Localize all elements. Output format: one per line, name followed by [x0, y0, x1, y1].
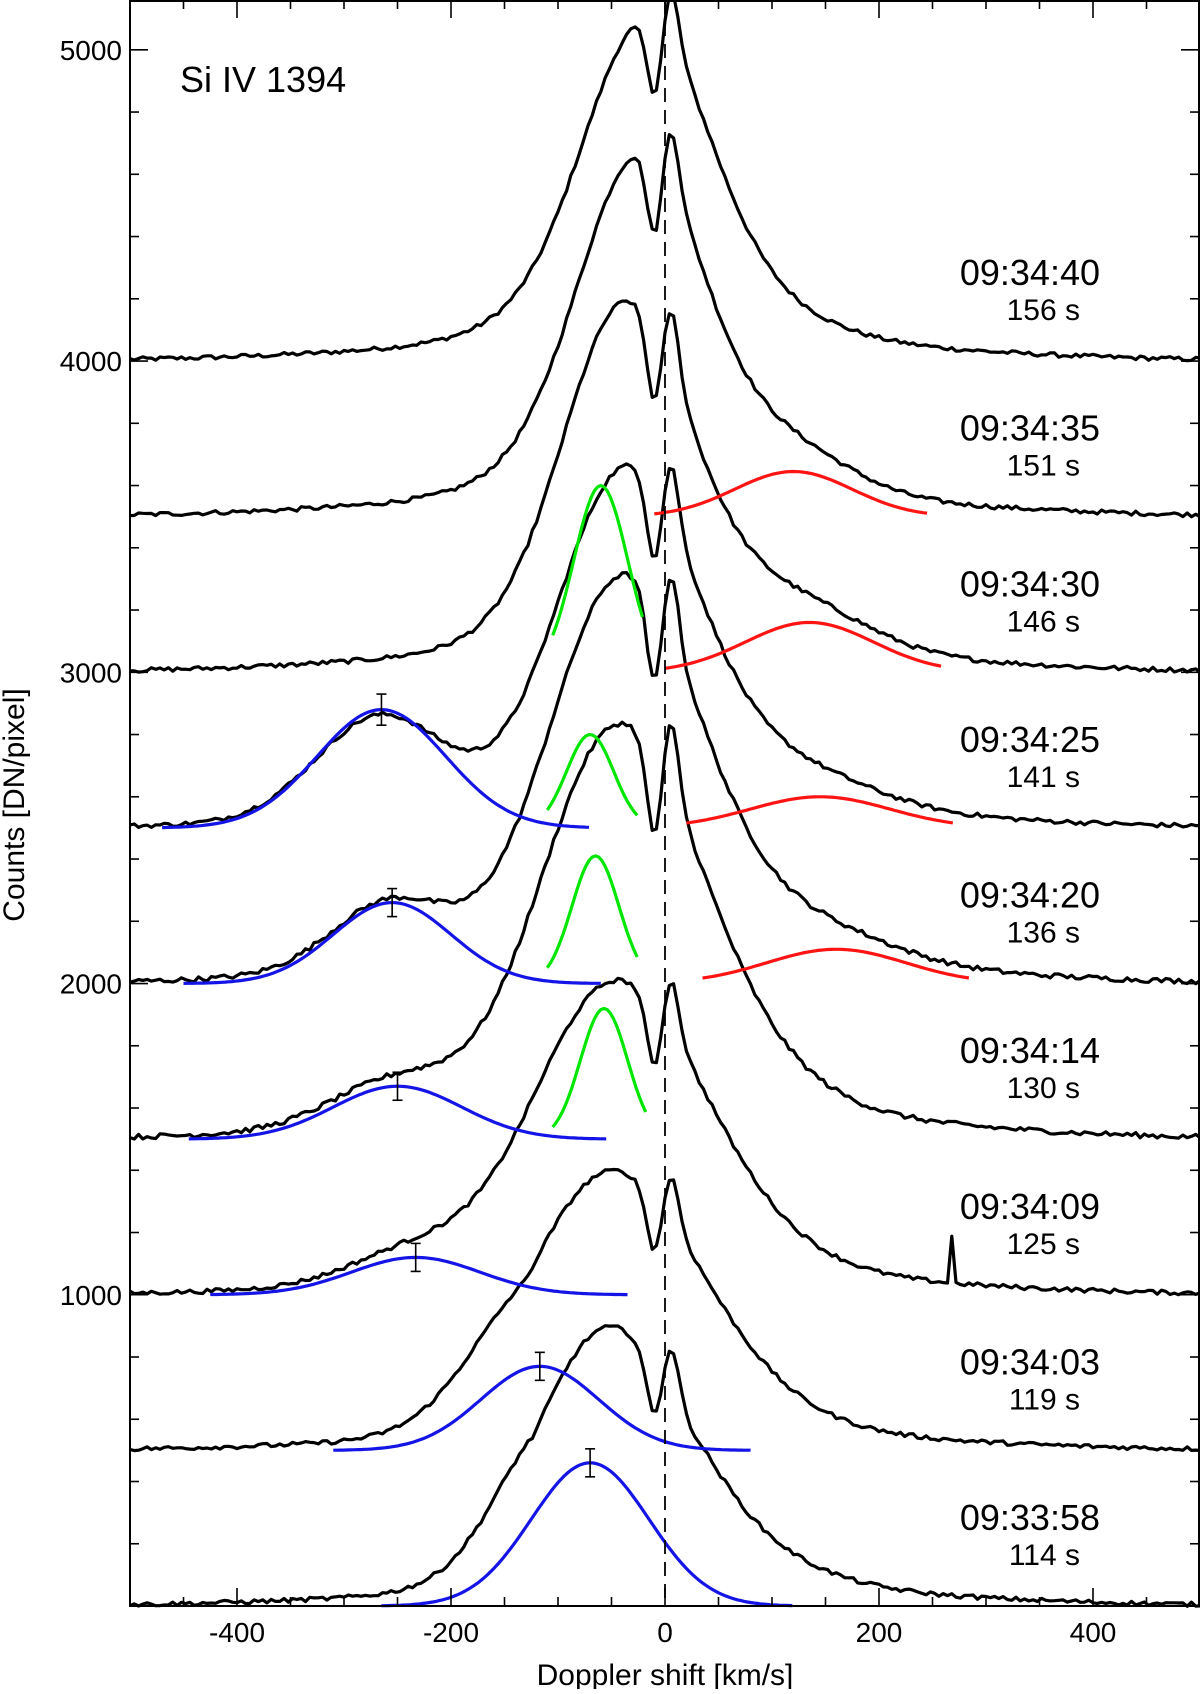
- red-component-1: [654, 469, 928, 516]
- elapsed-label-0: 156 s: [1007, 294, 1080, 327]
- elapsed-label-5: 130 s: [1007, 1072, 1080, 1105]
- y-tick-label: 1000: [60, 1280, 122, 1311]
- x-tick-label: -400: [209, 1617, 265, 1648]
- elapsed-label-6: 125 s: [1007, 1228, 1080, 1261]
- blue-component-8: [381, 1461, 793, 1608]
- elapsed-label-3: 141 s: [1007, 761, 1080, 794]
- red-component-4: [702, 947, 970, 980]
- blue-component-3: [162, 707, 590, 830]
- green-component-4: [545, 854, 639, 969]
- time-label-7: 09:34:03: [960, 1341, 1100, 1382]
- y-tick-label: 5000: [60, 35, 122, 66]
- blue-component-7: [333, 1364, 751, 1452]
- x-tick-label: 400: [1070, 1617, 1117, 1648]
- labels-layer: Si IV 1394 Doppler shift [km/s] Counts […: [0, 35, 1117, 1692]
- x-tick-label: 200: [856, 1617, 903, 1648]
- green-component-3: [545, 732, 639, 817]
- green-component-5: [551, 1006, 648, 1128]
- time-label-4: 09:34:20: [960, 875, 1100, 916]
- time-label-2: 09:34:30: [960, 563, 1100, 604]
- elapsed-label-2: 146 s: [1007, 605, 1080, 638]
- time-label-8: 09:33:58: [960, 1497, 1100, 1538]
- time-label-1: 09:34:35: [960, 408, 1100, 449]
- y-axis-label: Counts [DN/pixel]: [0, 688, 31, 921]
- y-tick-label: 3000: [60, 657, 122, 688]
- y-tick-label: 2000: [60, 969, 122, 1000]
- x-tick-label: -200: [423, 1617, 479, 1648]
- x-tick-label: 0: [657, 1617, 673, 1648]
- y-tick-label: 4000: [60, 346, 122, 377]
- blue-component-6: [210, 1255, 628, 1297]
- elapsed-label-8: 114 s: [1009, 1539, 1080, 1572]
- elapsed-label-4: 136 s: [1007, 917, 1080, 950]
- time-label-6: 09:34:09: [960, 1186, 1100, 1227]
- red-component-3: [686, 795, 954, 825]
- spectrum-line-6: [129, 976, 1200, 1297]
- time-label-3: 09:34:25: [960, 719, 1100, 760]
- spectrum-line-0: [129, 0, 1200, 363]
- elapsed-label-1: 151 s: [1007, 450, 1080, 483]
- green-component-2: [551, 483, 645, 636]
- time-label-0: 09:34:40: [960, 252, 1100, 293]
- red-component-2: [664, 620, 942, 670]
- time-label-5: 09:34:14: [960, 1030, 1100, 1071]
- axes-layer: [129, 0, 1200, 1607]
- elapsed-label-7: 119 s: [1009, 1383, 1080, 1416]
- x-axis-label: Doppler shift [km/s]: [537, 1659, 794, 1689]
- panel-label: Si IV 1394: [180, 59, 346, 100]
